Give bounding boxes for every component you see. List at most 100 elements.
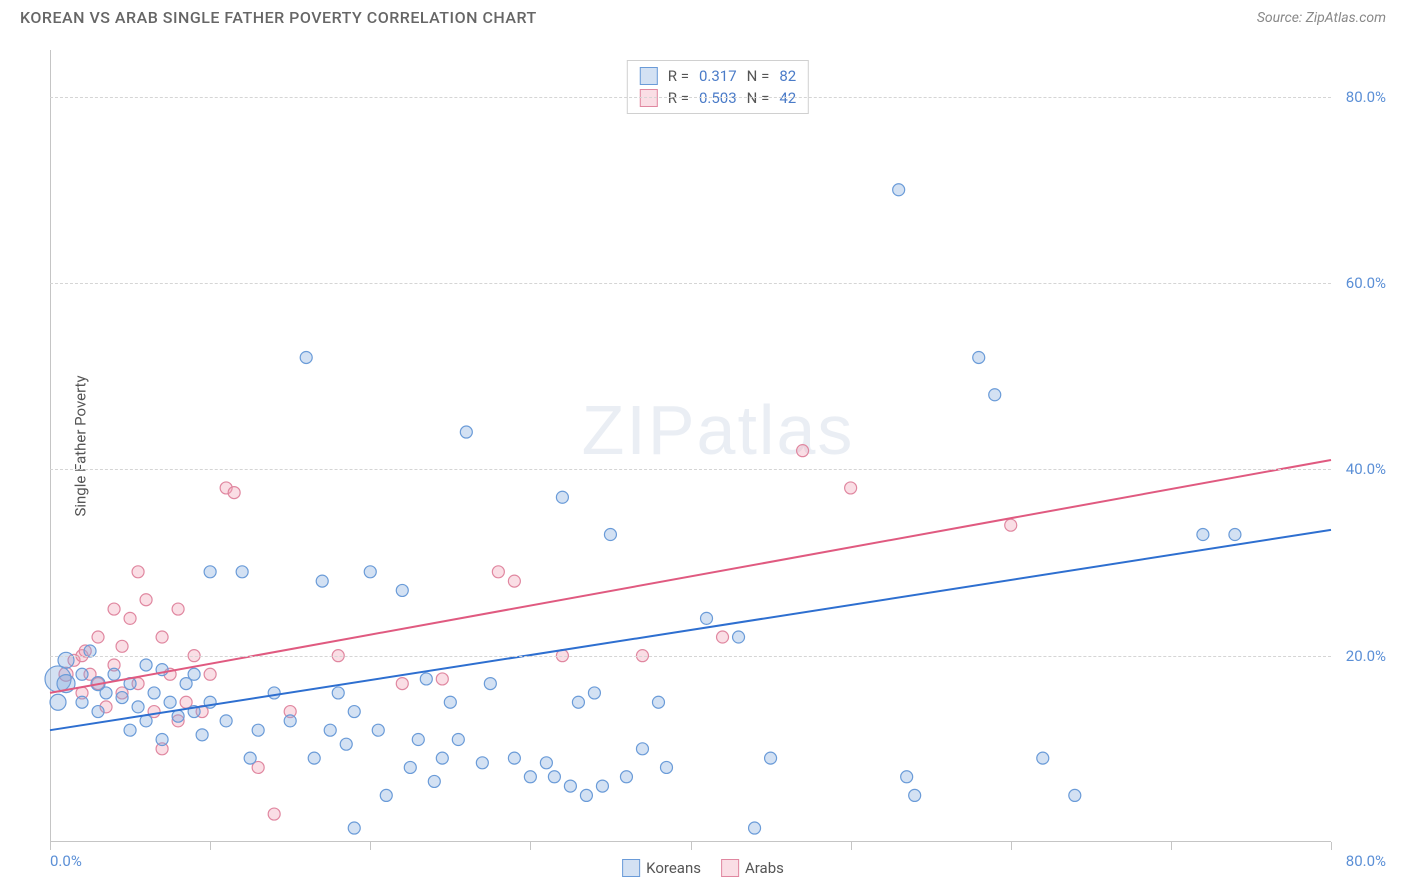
scatter-point [396, 584, 408, 596]
gridline [50, 469, 1331, 470]
scatter-point [588, 687, 600, 699]
scatter-point [845, 482, 857, 494]
scatter-point [140, 594, 152, 606]
chart-svg [50, 50, 1386, 842]
scatter-point [324, 724, 336, 736]
n-value-koreans: 82 [779, 67, 796, 85]
scatter-point [348, 706, 360, 718]
legend-label-koreans: Koreans [646, 859, 701, 877]
scatter-point [765, 752, 777, 764]
scatter-point [564, 780, 576, 792]
scatter-point [364, 566, 376, 578]
x-tick [210, 842, 211, 850]
scatter-point [436, 673, 448, 685]
scatter-point [188, 668, 200, 680]
scatter-point [108, 603, 120, 615]
scatter-point [92, 631, 104, 643]
n-label-koreans: N = [747, 67, 770, 85]
legend-swatch-arabs [721, 859, 739, 877]
gridline [50, 97, 1331, 98]
scatter-point [124, 612, 136, 624]
scatter-point [436, 752, 448, 764]
swatch-koreans [640, 67, 658, 85]
scatter-point [901, 771, 913, 783]
scatter-point [244, 752, 256, 764]
scatter-point [252, 724, 264, 736]
scatter-point [50, 694, 66, 710]
x-tick [1331, 842, 1332, 850]
scatter-point [204, 668, 216, 680]
scatter-point [973, 351, 985, 363]
scatter-point [1037, 752, 1049, 764]
x-tick [1011, 842, 1012, 850]
y-tick-label: 20.0% [1346, 647, 1386, 665]
scatter-point [284, 715, 296, 727]
stats-row-arabs: R = 0.503 N = 42 [636, 87, 800, 109]
scatter-point [308, 752, 320, 764]
scatter-point [797, 445, 809, 457]
source-attribution: Source: ZipAtlas.com [1257, 10, 1386, 26]
n-value-arabs: 42 [779, 89, 796, 107]
r-label-koreans: R = [668, 67, 689, 85]
scatter-point [452, 734, 464, 746]
scatter-point [733, 631, 745, 643]
scatter-point [492, 566, 504, 578]
scatter-point [132, 701, 144, 713]
scatter-point [156, 734, 168, 746]
scatter-point [1005, 519, 1017, 531]
scatter-point [428, 775, 440, 787]
scatter-point [116, 640, 128, 652]
scatter-point [717, 631, 729, 643]
x-tick [50, 842, 51, 850]
scatter-point [228, 487, 240, 499]
scatter-point [372, 724, 384, 736]
scatter-point [636, 743, 648, 755]
legend-label-arabs: Arabs [745, 859, 784, 877]
scatter-point [196, 729, 208, 741]
scatter-point [396, 678, 408, 690]
scatter-point [268, 687, 280, 699]
scatter-point [508, 752, 520, 764]
scatter-point [124, 724, 136, 736]
scatter-point [1229, 529, 1241, 541]
scatter-point [140, 659, 152, 671]
scatter-point [380, 789, 392, 801]
y-tick-label: 40.0% [1346, 460, 1386, 478]
x-tick [370, 842, 371, 850]
x-tick-label-min: 0.0% [50, 852, 82, 870]
scatter-point [749, 822, 761, 834]
scatter-point [580, 789, 592, 801]
scatter-point [236, 566, 248, 578]
plot-area: ZIPatlas R = 0.317 N = 82 R = 0.503 N = … [50, 50, 1386, 842]
scatter-point [412, 734, 424, 746]
scatter-point [420, 673, 432, 685]
r-label-arabs: R = [668, 89, 689, 107]
scatter-point [76, 696, 88, 708]
scatter-point [476, 757, 488, 769]
scatter-point [556, 491, 568, 503]
scatter-point [893, 184, 905, 196]
scatter-point [132, 566, 144, 578]
n-label-arabs: N = [747, 89, 770, 107]
scatter-point [268, 808, 280, 820]
r-value-koreans: 0.317 [699, 67, 737, 85]
gridline [50, 283, 1331, 284]
scatter-point [660, 761, 672, 773]
scatter-point [1197, 529, 1209, 541]
scatter-point [348, 822, 360, 834]
scatter-point [652, 696, 664, 708]
scatter-point [92, 706, 104, 718]
scatter-point [156, 631, 168, 643]
scatter-point [100, 687, 112, 699]
scatter-point [460, 426, 472, 438]
scatter-point [340, 738, 352, 750]
scatter-point [108, 668, 120, 680]
x-tick-label-max: 80.0% [1346, 852, 1386, 870]
legend-item-koreans: Koreans [622, 859, 701, 877]
correlation-stats-box: R = 0.317 N = 82 R = 0.503 N = 42 [627, 60, 809, 114]
scatter-point [116, 692, 128, 704]
scatter-point [909, 789, 921, 801]
x-tick [530, 842, 531, 850]
scatter-point [596, 780, 608, 792]
x-tick [1171, 842, 1172, 850]
